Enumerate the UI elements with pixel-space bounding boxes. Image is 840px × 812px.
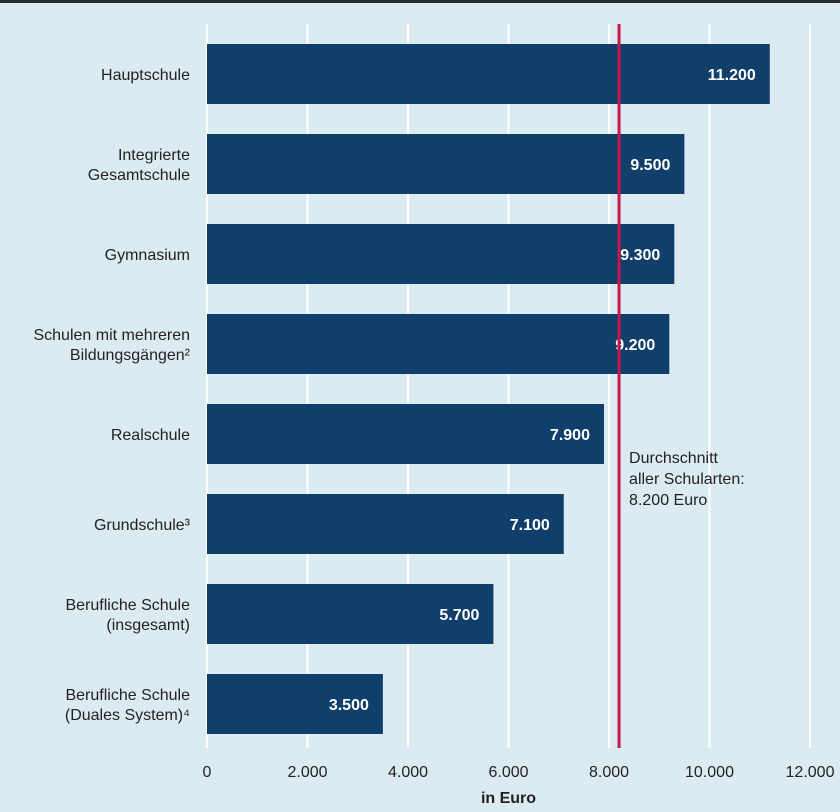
category-label-3-1: Bildungsgängen² bbox=[70, 347, 191, 364]
x-tick-label-3: 6.000 bbox=[488, 764, 528, 781]
bar-6 bbox=[207, 584, 494, 644]
bar-value-label-1: 9.500 bbox=[630, 157, 670, 174]
x-tick-label-5: 10.000 bbox=[685, 764, 734, 781]
category-label-6-0: Berufliche Schule bbox=[65, 597, 190, 614]
bar-value-label-0: 11.200 bbox=[708, 67, 756, 84]
x-tick-label-0: 0 bbox=[203, 764, 212, 781]
x-tick-label-6: 12.000 bbox=[786, 764, 835, 781]
average-label-line-0: Durchschnitt bbox=[629, 450, 718, 467]
bar-value-label-2: 9.300 bbox=[620, 247, 660, 264]
average-reference: Durchschnitt aller Schularten: 8.200 Euro bbox=[617, 24, 745, 748]
top-rule bbox=[0, 0, 840, 3]
bar-value-label-4: 7.900 bbox=[550, 427, 590, 444]
category-label-3-0: Schulen mit mehreren bbox=[33, 327, 190, 344]
bar-value-label-5: 7.100 bbox=[510, 517, 550, 534]
bar-value-label-7: 3.500 bbox=[329, 697, 369, 714]
x-axis-ticks: 0 2.000 4.000 6.000 8.000 10.000 12.000 bbox=[203, 764, 835, 781]
bar-7 bbox=[207, 674, 383, 734]
category-labels: Hauptschule Integrierte Gesamtschule Gymnas… bbox=[33, 67, 190, 724]
bars: 11.200 9.500 9.300 9.200 7.900 7.100 5.700 3.50… bbox=[207, 44, 770, 734]
x-tick-label-1: 2.000 bbox=[287, 764, 327, 781]
bar-2 bbox=[207, 224, 675, 284]
x-axis-title: in Euro bbox=[481, 790, 536, 807]
bar-4 bbox=[207, 404, 604, 464]
category-label-7-0: Berufliche Schule bbox=[65, 687, 190, 704]
category-label-1-0: Integrierte bbox=[118, 147, 190, 164]
bar-0 bbox=[207, 44, 770, 104]
category-label-6-1: (insgesamt) bbox=[106, 617, 190, 634]
category-label-2-0: Gymnasium bbox=[105, 247, 190, 264]
category-label-0-0: Hauptschule bbox=[101, 67, 190, 84]
bar-value-label-3: 9.200 bbox=[615, 337, 655, 354]
bar-1 bbox=[207, 134, 685, 194]
category-label-4-0: Realschule bbox=[111, 427, 190, 444]
x-tick-label-4: 8.000 bbox=[589, 764, 629, 781]
category-label-5-0: Grundschule³ bbox=[94, 517, 191, 534]
x-tick-label-2: 4.000 bbox=[388, 764, 428, 781]
bar-5 bbox=[207, 494, 564, 554]
category-label-1-1: Gesamtschule bbox=[88, 167, 190, 184]
average-label-line-2: 8.200 Euro bbox=[629, 492, 707, 509]
bar-3 bbox=[207, 314, 670, 374]
bar-value-label-6: 5.700 bbox=[439, 607, 479, 624]
average-label-line-1: aller Schularten: bbox=[629, 471, 745, 488]
category-label-7-1: (Duales System)⁴ bbox=[65, 707, 190, 724]
